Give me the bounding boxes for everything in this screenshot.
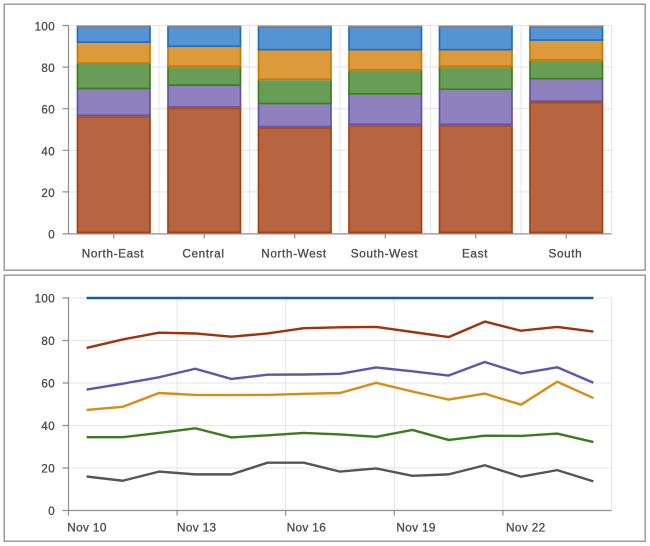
svg-text:Nov 13: Nov 13	[177, 521, 217, 535]
svg-text:60: 60	[41, 378, 55, 390]
svg-text:20: 20	[41, 463, 55, 475]
svg-text:40: 40	[41, 421, 55, 433]
svg-text:North-East: North-East	[82, 247, 145, 261]
svg-text:80: 80	[41, 336, 55, 348]
svg-text:100: 100	[35, 22, 55, 34]
svg-text:100: 100	[35, 293, 55, 305]
svg-text:South: South	[549, 247, 583, 261]
svg-text:0: 0	[48, 506, 55, 518]
svg-text:Nov 10: Nov 10	[67, 521, 107, 535]
svg-text:Central: Central	[182, 247, 224, 261]
svg-text:60: 60	[41, 105, 55, 117]
svg-text:Nov 19: Nov 19	[396, 521, 435, 535]
svg-text:South-West: South-West	[351, 247, 419, 261]
svg-text:0: 0	[48, 230, 55, 242]
svg-text:Nov 16: Nov 16	[287, 521, 327, 535]
svg-text:North-West: North-West	[261, 247, 327, 261]
svg-text:East: East	[462, 247, 488, 261]
svg-text:20: 20	[41, 188, 55, 200]
svg-text:40: 40	[41, 146, 55, 158]
svg-text:Nov 22: Nov 22	[506, 521, 545, 535]
svg-text:80: 80	[41, 63, 55, 75]
